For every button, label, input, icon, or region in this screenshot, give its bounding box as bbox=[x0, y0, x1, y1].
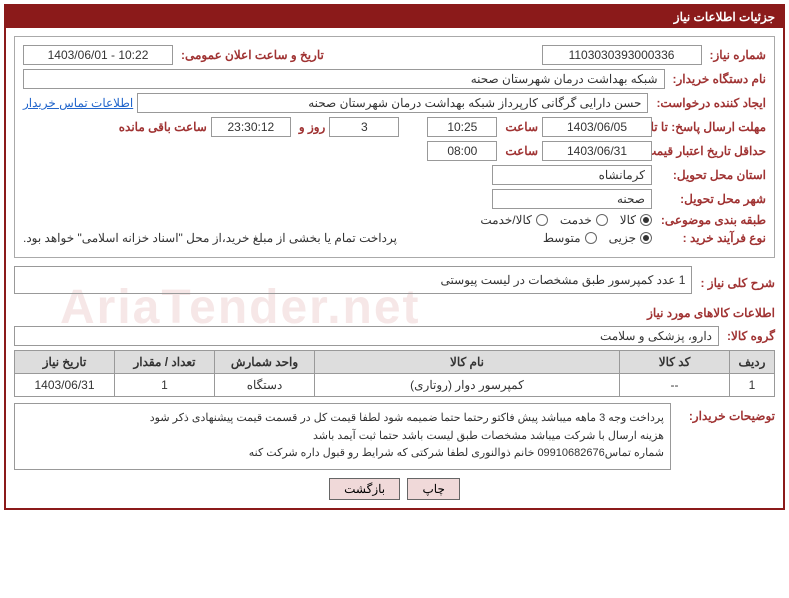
deadline-label: مهلت ارسال پاسخ: تا تاریخ: bbox=[656, 120, 766, 134]
validity-date: 1403/06/31 bbox=[542, 141, 652, 161]
goods-info-title: اطلاعات کالاهای مورد نیاز bbox=[14, 306, 775, 320]
remaining-days: 3 bbox=[329, 117, 399, 137]
radio-medium-dot bbox=[585, 232, 597, 244]
radio-services-dot bbox=[596, 214, 608, 226]
radio-medium[interactable]: متوسط bbox=[543, 231, 597, 245]
goods-group-value: دارو، پزشکی و سلامت bbox=[14, 326, 719, 346]
time-label-1: ساعت bbox=[501, 120, 538, 134]
radio-medium-label: متوسط bbox=[543, 231, 581, 245]
announce-date-value: 1403/06/01 - 10:22 bbox=[23, 45, 173, 65]
process-radio-group: جزیی متوسط bbox=[543, 231, 652, 245]
goods-table: ردیف کد کالا نام کالا واحد شمارش تعداد /… bbox=[14, 350, 775, 397]
buyer-org-label: نام دستگاه خریدار: bbox=[669, 72, 767, 86]
table-row: 1 -- کمپرسور دوار (روتاری) دستگاه 1 1403… bbox=[15, 374, 775, 397]
row-city: شهر محل تحویل: صحنه bbox=[23, 189, 766, 209]
main-info-box: شماره نیاز: 1103030393000336 تاریخ و ساع… bbox=[14, 36, 775, 258]
request-creator-label: ایجاد کننده درخواست: bbox=[652, 96, 766, 110]
buyer-note-line-3: شماره تماس09910682676 خانم ذوالنوری لطفا… bbox=[21, 445, 664, 463]
cell-row: 1 bbox=[730, 374, 775, 397]
row-category: طبقه بندی موضوعی: کالا خدمت کالا/خدمت bbox=[23, 213, 766, 227]
deadline-date: 1403/06/05 bbox=[542, 117, 652, 137]
radio-goods-dot bbox=[640, 214, 652, 226]
buyer-notes-label: توضیحات خریدار: bbox=[675, 403, 775, 423]
row-goods-group: گروه کالا: دارو، پزشکی و سلامت bbox=[14, 326, 775, 346]
province-value: کرمانشاه bbox=[492, 165, 652, 185]
row-general-desc: شرح کلی نیاز : 1 عدد کمپرسور طبق مشخصات … bbox=[14, 266, 775, 300]
cell-code: -- bbox=[620, 374, 730, 397]
row-need-no: شماره نیاز: 1103030393000336 تاریخ و ساع… bbox=[23, 45, 766, 65]
buyer-note-line-2: هزینه ارسال با شرکت میباشد مشخصات طبق لی… bbox=[21, 428, 664, 446]
process-note: پرداخت تمام یا بخشی از مبلغ خرید،از محل … bbox=[23, 231, 539, 245]
cell-qty: 1 bbox=[115, 374, 215, 397]
th-code: کد کالا bbox=[620, 351, 730, 374]
validity-time: 08:00 bbox=[427, 141, 497, 161]
radio-goods-services-label: کالا/خدمت bbox=[480, 213, 531, 227]
radio-goods-services[interactable]: کالا/خدمت bbox=[480, 213, 547, 227]
cell-date: 1403/06/31 bbox=[15, 374, 115, 397]
category-radio-group: کالا خدمت کالا/خدمت bbox=[480, 213, 652, 227]
th-qty: تعداد / مقدار bbox=[115, 351, 215, 374]
th-date: تاریخ نیاز bbox=[15, 351, 115, 374]
cell-unit: دستگاه bbox=[215, 374, 315, 397]
remaining-suffix: ساعت باقی مانده bbox=[115, 120, 207, 134]
general-desc-box: 1 عدد کمپرسور طبق مشخصات در لیست پیوستی bbox=[14, 266, 692, 294]
need-no-value: 1103030393000336 bbox=[542, 45, 702, 65]
radio-goods-services-dot bbox=[536, 214, 548, 226]
need-no-label: شماره نیاز: bbox=[706, 48, 766, 62]
city-label: شهر محل تحویل: bbox=[656, 192, 766, 206]
row-province: استان محل تحویل: کرمانشاه bbox=[23, 165, 766, 185]
radio-partial-label: جزیی bbox=[609, 231, 636, 245]
buyer-note-line-1: پرداخت وجه 3 ماهه میباشد پیش فاکتو رحتما… bbox=[21, 410, 664, 428]
remaining-days-label: روز و bbox=[295, 120, 326, 134]
request-creator-value: حسن دارایی گرگانی کارپرداز شبکه بهداشت د… bbox=[137, 93, 648, 113]
category-label: طبقه بندی موضوعی: bbox=[656, 213, 766, 227]
back-button[interactable]: بازگشت bbox=[329, 478, 400, 500]
th-unit: واحد شمارش bbox=[215, 351, 315, 374]
time-label-2: ساعت bbox=[501, 144, 538, 158]
radio-services-label: خدمت bbox=[560, 213, 592, 227]
city-value: صحنه bbox=[492, 189, 652, 209]
action-bar: چاپ بازگشت bbox=[14, 478, 775, 500]
th-name: نام کالا bbox=[315, 351, 620, 374]
panel-body: شماره نیاز: 1103030393000336 تاریخ و ساع… bbox=[6, 28, 783, 508]
row-validity: حداقل تاریخ اعتبار قیمت: تا تاریخ: 1403/… bbox=[23, 141, 766, 161]
buyer-org-value: شبکه بهداشت درمان شهرستان صحنه bbox=[23, 69, 665, 89]
row-deadline: مهلت ارسال پاسخ: تا تاریخ: 1403/06/05 سا… bbox=[23, 117, 766, 137]
print-button[interactable]: چاپ bbox=[407, 478, 459, 500]
buyer-notes-box: پرداخت وجه 3 ماهه میباشد پیش فاکتو رحتما… bbox=[14, 403, 671, 470]
th-row: ردیف bbox=[730, 351, 775, 374]
row-buyer-org: نام دستگاه خریدار: شبکه بهداشت درمان شهر… bbox=[23, 69, 766, 89]
row-request-creator: ایجاد کننده درخواست: حسن دارایی گرگانی ک… bbox=[23, 93, 766, 113]
process-label: نوع فرآیند خرید : bbox=[656, 231, 766, 245]
panel-title: جزئیات اطلاعات نیاز bbox=[6, 6, 783, 28]
radio-goods-label: کالا bbox=[620, 213, 636, 227]
details-panel: جزئیات اطلاعات نیاز شماره نیاز: 11030303… bbox=[4, 4, 785, 510]
row-process: نوع فرآیند خرید : جزیی متوسط پرداخت تمام… bbox=[23, 231, 766, 245]
general-desc-label: شرح کلی نیاز : bbox=[696, 276, 775, 290]
goods-group-label: گروه کالا: bbox=[723, 329, 775, 343]
announce-date-label: تاریخ و ساعت اعلان عمومی: bbox=[177, 48, 324, 62]
buyer-contact-link[interactable]: اطلاعات تماس خریدار bbox=[23, 96, 133, 110]
deadline-time: 10:25 bbox=[427, 117, 497, 137]
radio-goods[interactable]: کالا bbox=[620, 213, 652, 227]
radio-partial[interactable]: جزیی bbox=[609, 231, 652, 245]
radio-partial-dot bbox=[640, 232, 652, 244]
remaining-time: 23:30:12 bbox=[211, 117, 291, 137]
cell-name: کمپرسور دوار (روتاری) bbox=[315, 374, 620, 397]
province-label: استان محل تحویل: bbox=[656, 168, 766, 182]
radio-services[interactable]: خدمت bbox=[560, 213, 608, 227]
row-buyer-notes: توضیحات خریدار: پرداخت وجه 3 ماهه میباشد… bbox=[14, 403, 775, 470]
validity-label: حداقل تاریخ اعتبار قیمت: تا تاریخ: bbox=[656, 144, 766, 158]
